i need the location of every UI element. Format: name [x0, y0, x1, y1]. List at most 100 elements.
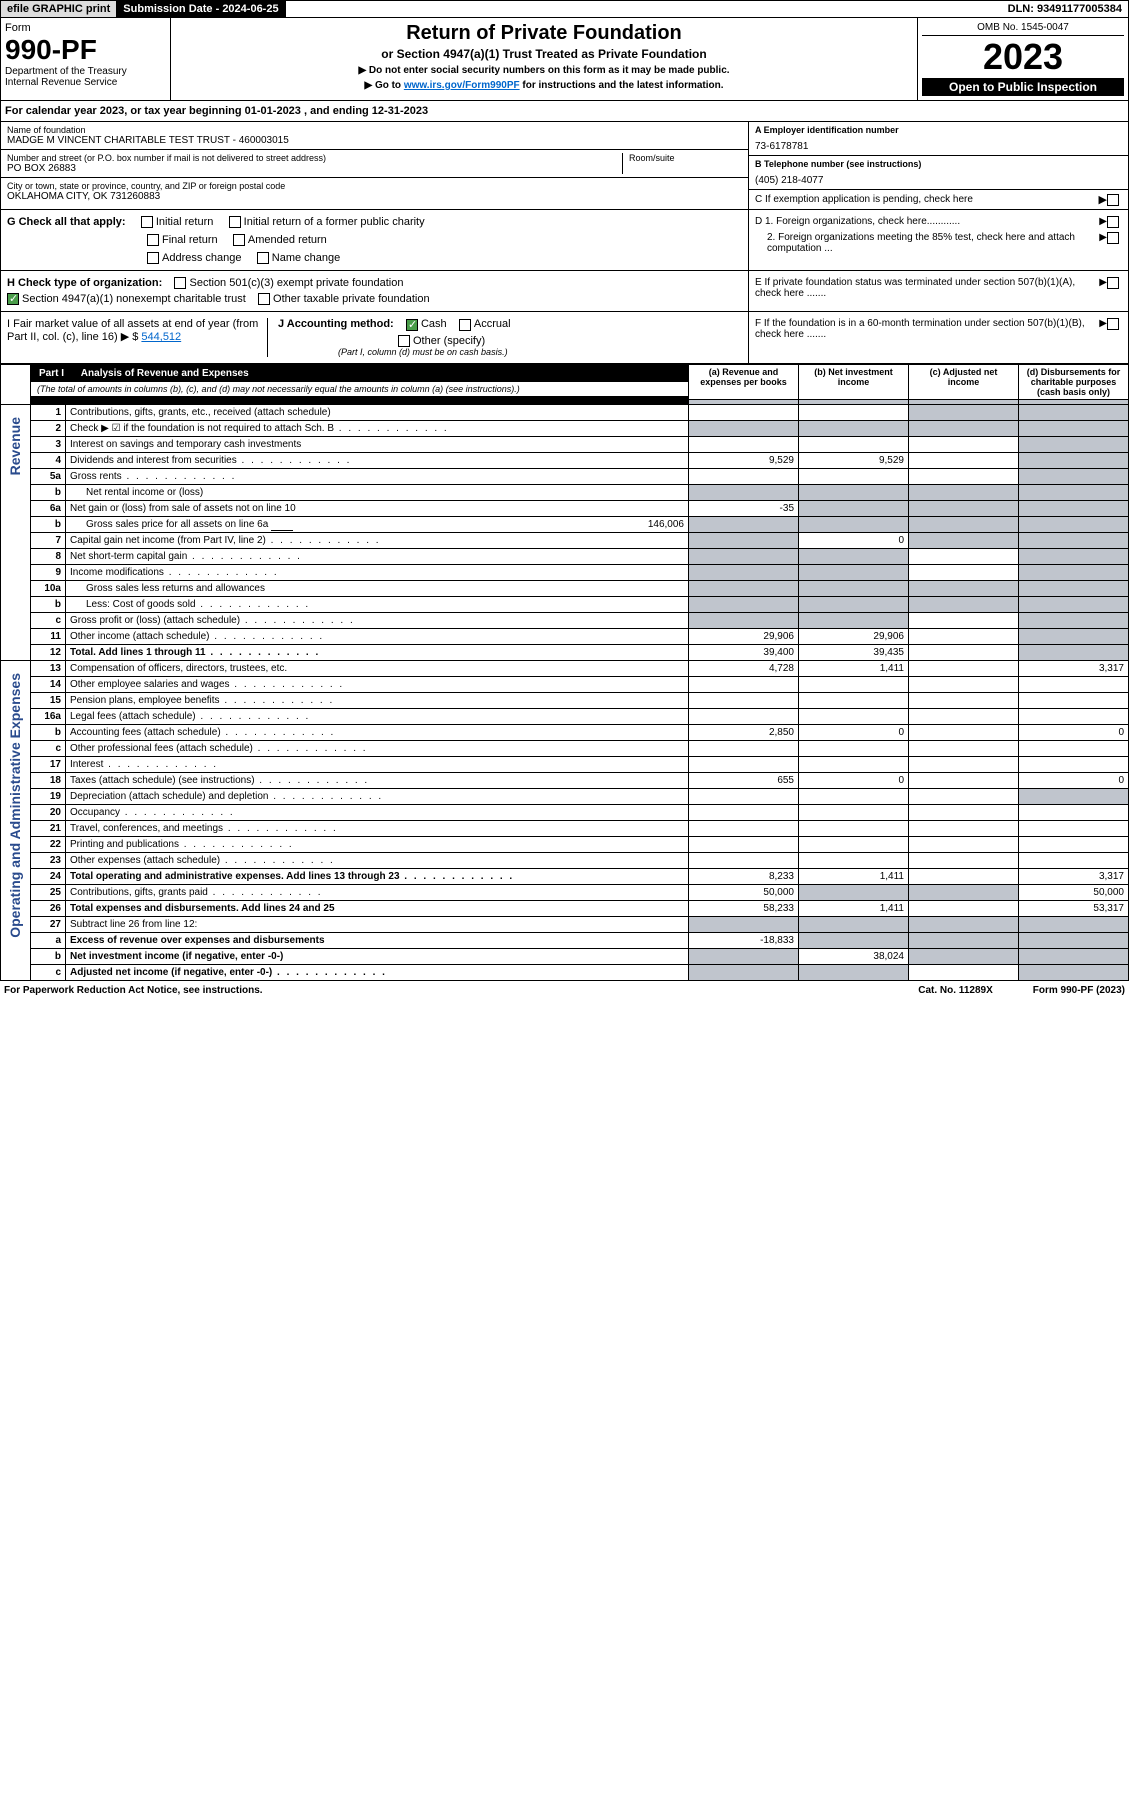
line-number: 25	[31, 884, 66, 900]
amended-return-label: Amended return	[248, 234, 327, 246]
form-number: 990-PF	[5, 34, 166, 66]
cell-value	[799, 884, 909, 900]
table-row: 19Depreciation (attach schedule) and dep…	[1, 788, 1129, 804]
cell-value	[909, 484, 1019, 500]
cell-value	[799, 804, 909, 820]
4947-checkbox[interactable]	[7, 293, 19, 305]
cell-value	[909, 404, 1019, 420]
501c3-label: Section 501(c)(3) exempt private foundat…	[189, 277, 403, 289]
cell-value	[909, 916, 1019, 932]
501c3-checkbox[interactable]	[174, 277, 186, 289]
cell-value	[909, 452, 1019, 468]
line-number: 22	[31, 836, 66, 852]
cell-value	[1019, 404, 1129, 420]
cell-value	[909, 740, 1019, 756]
table-row: 27Subtract line 26 from line 12:	[1, 916, 1129, 932]
other-tax-checkbox[interactable]	[258, 293, 270, 305]
cell-value	[1019, 692, 1129, 708]
line-description: Compensation of officers, directors, tru…	[66, 660, 689, 676]
cash-checkbox[interactable]	[406, 319, 418, 331]
table-row: 16aLegal fees (attach schedule)	[1, 708, 1129, 724]
irs-link[interactable]: www.irs.gov/Form990PF	[404, 80, 520, 91]
accrual-checkbox[interactable]	[459, 319, 471, 331]
cell-value: 29,906	[689, 628, 799, 644]
cell-value	[909, 868, 1019, 884]
initial-return-label: Initial return	[156, 216, 213, 228]
cell-value	[1019, 948, 1129, 964]
col-d-header: (d) Disbursements for charitable purpose…	[1019, 364, 1129, 399]
arrow-icon: ▶	[1099, 193, 1107, 206]
initial-return-checkbox[interactable]	[141, 216, 153, 228]
table-row: 10aGross sales less returns and allowanc…	[1, 580, 1129, 596]
addr-change-checkbox[interactable]	[147, 252, 159, 264]
cell-value	[909, 900, 1019, 916]
table-row: 23Other expenses (attach schedule)	[1, 852, 1129, 868]
d2-checkbox[interactable]	[1107, 232, 1119, 244]
table-row: 2Check ▶ ☑ if the foundation is not requ…	[1, 420, 1129, 436]
cell-value	[689, 564, 799, 580]
line-description: Interest	[66, 756, 689, 772]
d2-label: 2. Foreign organizations meeting the 85%…	[755, 232, 1099, 254]
cell-value	[1019, 500, 1129, 516]
table-row: 22Printing and publications	[1, 836, 1129, 852]
line-description: Net short-term capital gain	[66, 548, 689, 564]
table-row: bNet rental income or (loss)	[1, 484, 1129, 500]
line-description: Accounting fees (attach schedule)	[66, 724, 689, 740]
exemption-checkbox[interactable]	[1107, 194, 1119, 206]
line-number: c	[31, 964, 66, 980]
table-row: 4Dividends and interest from securities9…	[1, 452, 1129, 468]
ein: 73-6178781	[755, 141, 1122, 152]
final-return-checkbox[interactable]	[147, 234, 159, 246]
cell-value	[909, 804, 1019, 820]
j-label: J Accounting method:	[278, 318, 394, 330]
cell-value	[1019, 708, 1129, 724]
cell-value: 0	[799, 532, 909, 548]
cell-value	[799, 836, 909, 852]
part1-table: Part I Analysis of Revenue and Expenses …	[0, 364, 1129, 981]
cell-value	[799, 484, 909, 500]
fmv-value: 544,512	[141, 331, 181, 343]
submission-date: Submission Date - 2024-06-25	[117, 1, 285, 17]
line-description: Subtract line 26 from line 12:	[66, 916, 689, 932]
line-number: 3	[31, 436, 66, 452]
form-label: Form	[5, 22, 166, 34]
f-checkbox[interactable]	[1107, 318, 1119, 330]
cell-value	[909, 628, 1019, 644]
cell-value: 0	[1019, 724, 1129, 740]
dept-label: Department of the Treasury	[5, 66, 166, 77]
cell-value: 9,529	[689, 452, 799, 468]
cell-value	[909, 548, 1019, 564]
cell-value: 655	[689, 772, 799, 788]
cell-value	[689, 532, 799, 548]
other-method-label: Other (specify)	[413, 335, 485, 347]
table-row: Revenue1Contributions, gifts, grants, et…	[1, 404, 1129, 420]
col-b-header: (b) Net investment income	[799, 364, 909, 399]
cell-value	[799, 564, 909, 580]
d1-checkbox[interactable]	[1107, 216, 1119, 228]
f-label: F If the foundation is in a 60-month ter…	[755, 318, 1099, 340]
name-change-checkbox[interactable]	[257, 252, 269, 264]
table-row: 21Travel, conferences, and meetings	[1, 820, 1129, 836]
cell-value	[799, 756, 909, 772]
amended-return-checkbox[interactable]	[233, 234, 245, 246]
line-number: c	[31, 740, 66, 756]
cell-value: 38,024	[799, 948, 909, 964]
e-checkbox[interactable]	[1107, 277, 1119, 289]
cell-value: 1,411	[799, 660, 909, 676]
initial-former-checkbox[interactable]	[229, 216, 241, 228]
cell-value: 39,400	[689, 644, 799, 660]
expenses-side-label: Operating and Administrative Expenses	[5, 663, 25, 948]
note-link: ▶ Go to www.irs.gov/Form990PF for instru…	[175, 80, 913, 91]
other-method-checkbox[interactable]	[398, 335, 410, 347]
form-title: Return of Private Foundation	[175, 22, 913, 45]
note-ssn: ▶ Do not enter social security numbers o…	[175, 65, 913, 76]
cell-value	[909, 756, 1019, 772]
cell-value	[799, 692, 909, 708]
omb-number: OMB No. 1545-0047	[922, 22, 1124, 36]
address: PO BOX 26883	[7, 163, 622, 174]
cell-value	[1019, 820, 1129, 836]
line-number: c	[31, 612, 66, 628]
exemption-label: C If exemption application is pending, c…	[755, 194, 1099, 205]
efile-button[interactable]: efile GRAPHIC print	[1, 1, 117, 17]
line-description: Check ▶ ☑ if the foundation is not requi…	[66, 420, 689, 436]
